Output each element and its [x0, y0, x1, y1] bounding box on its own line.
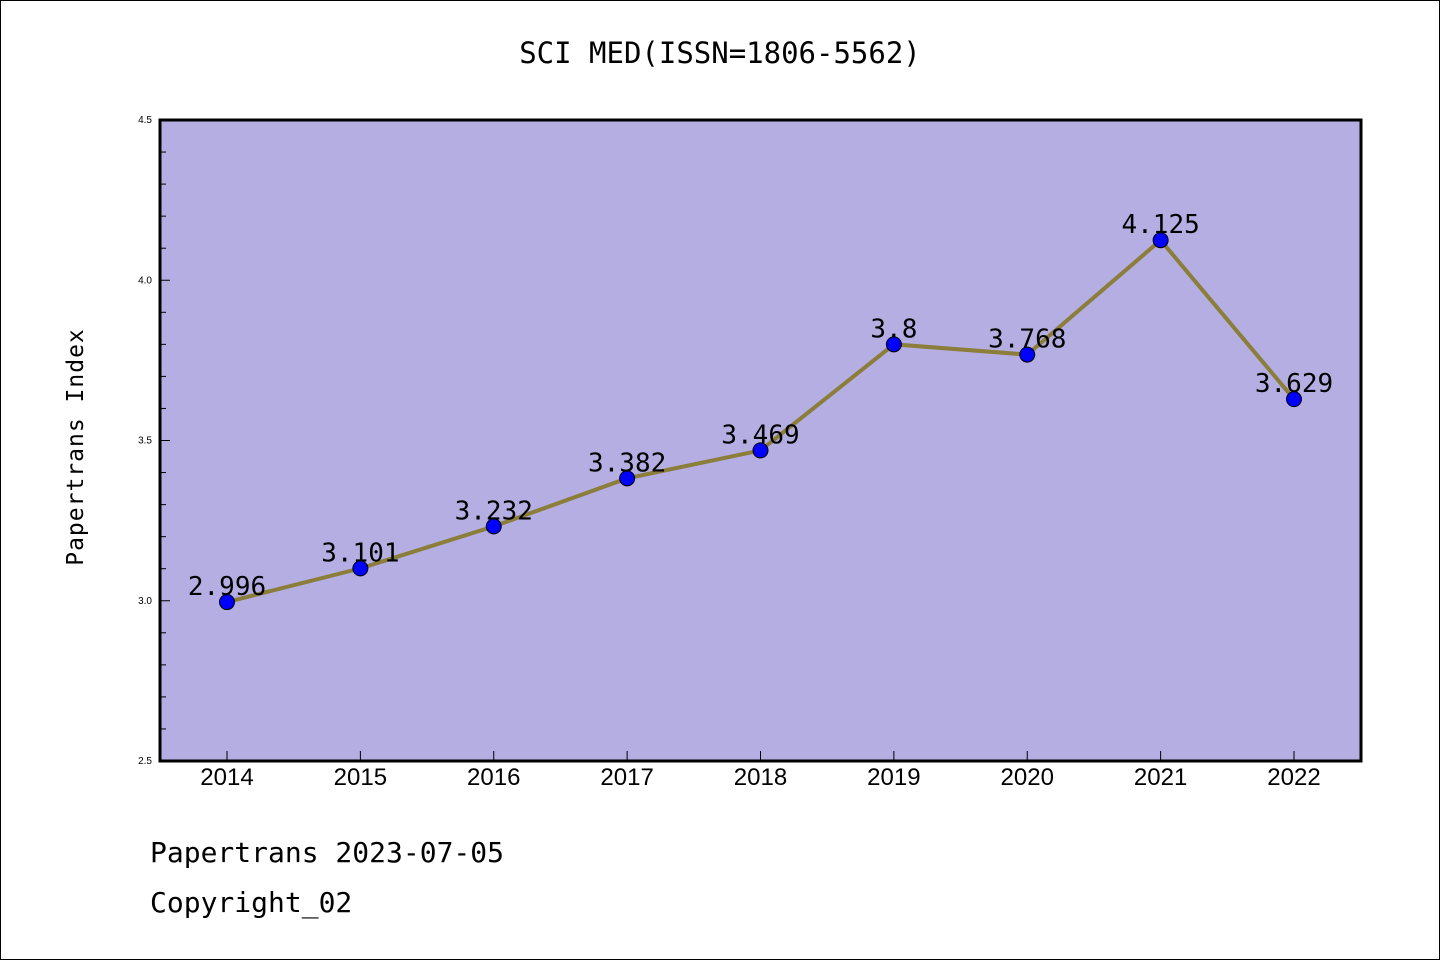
data-label: 3.768	[988, 325, 1066, 355]
data-points	[219, 232, 1302, 611]
data-point	[352, 560, 369, 577]
x-tick-label: 2014	[200, 764, 253, 791]
data-point	[1019, 346, 1036, 363]
data-point	[619, 470, 636, 487]
data-label: 3.469	[721, 420, 799, 450]
x-tick-label: 2018	[734, 764, 787, 791]
x-tick-label: 2016	[467, 764, 520, 791]
data-label: 3.382	[588, 448, 666, 478]
x-tick-label: 2020	[1001, 764, 1054, 791]
data-point	[1286, 391, 1302, 408]
footer-copyright: Copyright_02	[150, 886, 353, 919]
data-point	[485, 518, 502, 535]
y-tick-label: 3.0	[138, 596, 152, 607]
data-point	[885, 336, 902, 353]
x-tick-label: 2015	[334, 764, 387, 791]
y-tick-label: 3.5	[138, 436, 152, 447]
data-labels: 2.996 3.101 3.232 3.382 3.469 3.8 3.768 4.125 3.…	[188, 210, 1333, 602]
data-label: 3.629	[1255, 369, 1333, 399]
data-point	[752, 442, 769, 459]
x-tick-label: 2019	[867, 764, 920, 791]
x-tick-label: 2021	[1134, 764, 1187, 791]
data-label: 3.101	[321, 538, 399, 568]
data-point	[1152, 232, 1169, 249]
data-label: 3.232	[455, 496, 533, 526]
x-axis: 2014 2015 2016 2017 2018 2019 2020 2021 2022	[200, 751, 1321, 791]
x-tick-label: 2017	[600, 764, 653, 791]
data-label: 3.8	[870, 314, 917, 344]
footer-date: Papertrans 2023-07-05	[150, 836, 505, 869]
plot-area	[160, 120, 1361, 761]
plot-border	[158, 118, 1363, 763]
x-tick-label: 2022	[1267, 764, 1320, 791]
y-tick-label: 4.0	[138, 275, 152, 286]
chart-title: SCI MED(ISSN=1806-5562)	[519, 36, 921, 70]
y-tick-label: 2.5	[138, 756, 152, 767]
data-point	[219, 594, 235, 611]
y-tick-label: 4.5	[138, 115, 152, 126]
data-label: 2.996	[188, 572, 266, 602]
data-label: 4.125	[1121, 210, 1199, 240]
